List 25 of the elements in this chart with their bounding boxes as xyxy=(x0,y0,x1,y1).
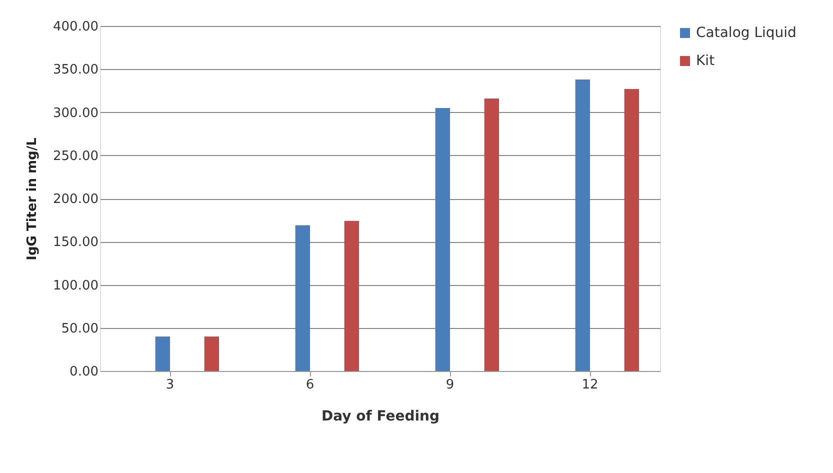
x-tick-label: 9 xyxy=(446,378,454,392)
x-tick-label: 12 xyxy=(582,378,598,392)
bar xyxy=(624,88,639,371)
legend-label: Kit xyxy=(696,53,716,69)
y-tick-label: 200.00 xyxy=(53,192,98,207)
x-axis-title: Day of Feeding xyxy=(321,408,440,424)
bar xyxy=(435,108,450,371)
bar xyxy=(344,220,359,371)
bar xyxy=(155,336,170,371)
y-tick-label: 350.00 xyxy=(53,62,98,78)
y-tick-label: 150.00 xyxy=(53,235,98,250)
y-tick-label: 0.00 xyxy=(70,364,98,380)
x-tick-label: 3 xyxy=(166,378,174,392)
y-tick-label: 100.00 xyxy=(53,278,98,294)
y-tick-label: 250.00 xyxy=(53,148,98,164)
y-tick-label: 50.00 xyxy=(61,321,98,336)
bar xyxy=(295,225,310,371)
legend-label: Catalog Liquid xyxy=(696,25,796,41)
y-tick-label: 400.00 xyxy=(53,20,98,34)
bar xyxy=(575,79,590,371)
bar xyxy=(204,336,219,371)
y-tick-label: 300.00 xyxy=(53,106,98,121)
y-axis-title: IgG Titer in mg/L xyxy=(25,138,40,260)
x-tick-label: 6 xyxy=(306,378,314,392)
bar xyxy=(484,98,499,371)
